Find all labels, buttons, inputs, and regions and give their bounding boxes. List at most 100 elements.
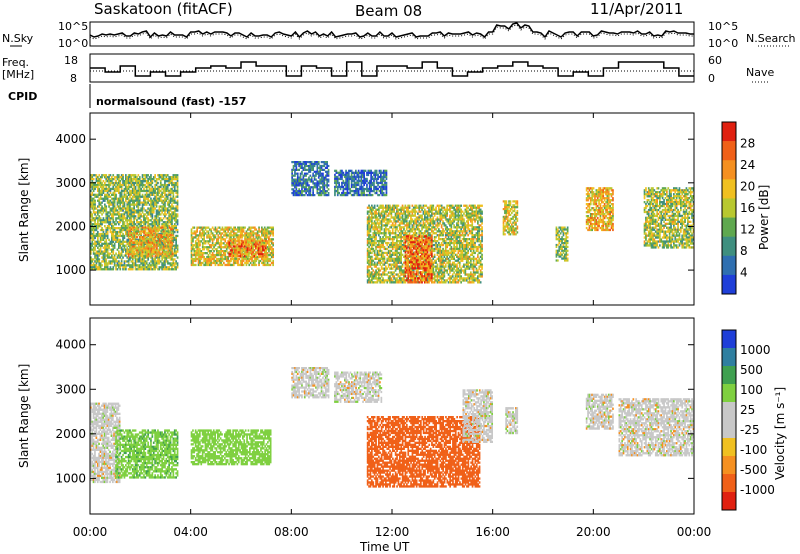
heat-cell [90, 221, 92, 224]
heat-cell [150, 178, 152, 181]
heat-cell [272, 261, 274, 265]
heat-cell [162, 256, 165, 259]
heat-cell [138, 197, 141, 200]
heat-cell [176, 250, 179, 253]
heat-cell [206, 246, 208, 249]
heat-cell [168, 230, 171, 233]
heat-cell [193, 248, 196, 251]
heat-cell [134, 195, 137, 198]
heat-cell [95, 207, 98, 210]
heat-cell [175, 236, 177, 240]
heat-cell [101, 187, 103, 191]
heat-cell [203, 257, 205, 261]
heat-cell [161, 249, 164, 252]
heat-cell [130, 243, 133, 246]
heat-cell [101, 189, 103, 193]
heat-cell [171, 237, 174, 241]
heat-cell [155, 219, 158, 222]
heat-cell [92, 238, 95, 241]
heat-cell [105, 207, 108, 210]
heat-cell [216, 253, 218, 257]
heat-cell [136, 228, 138, 231]
heat-cell [206, 259, 208, 263]
heat-cell [201, 230, 204, 233]
heat-cell [147, 213, 149, 216]
heat-cell [125, 211, 127, 214]
heat-cell [236, 249, 239, 252]
heat-cell [269, 259, 272, 263]
heat-cell [211, 242, 214, 245]
heat-cell [151, 258, 154, 261]
heat-cell [105, 209, 108, 212]
heat-cell [141, 256, 144, 259]
heat-cell [218, 257, 221, 261]
heat-cell [161, 268, 163, 271]
heat-cell [122, 248, 124, 251]
heat-cell [171, 247, 174, 250]
heat-cell [357, 191, 360, 195]
heat-cell [157, 219, 159, 222]
heat-cell [159, 199, 162, 202]
heat-cell [242, 228, 245, 231]
heat-cell [145, 195, 148, 198]
heat-cell [122, 225, 124, 228]
heat-cell [147, 247, 150, 250]
heat-cell [214, 242, 217, 245]
heat-cell [120, 230, 123, 234]
heat-cell [143, 256, 145, 259]
heat-cell [104, 205, 106, 208]
heat-cell [164, 180, 166, 183]
heat-cell [376, 228, 379, 231]
heat-cell [138, 187, 141, 191]
heat-cell [106, 248, 109, 251]
heat-cell [155, 203, 158, 206]
heat-cell [94, 183, 96, 187]
heat-cell [150, 181, 152, 185]
heat-cell [192, 246, 194, 249]
heat-cell [99, 203, 102, 206]
heat-cell [151, 256, 154, 259]
heat-cell [154, 234, 157, 237]
heat-cell [194, 230, 197, 233]
heat-cell [261, 228, 263, 231]
heat-cell [262, 243, 264, 246]
heat-cell [218, 242, 221, 245]
heat-cell [130, 183, 133, 187]
heat-cell [147, 226, 150, 229]
heat-region [291, 161, 330, 197]
heat-cell [141, 258, 144, 261]
heat-cell [91, 264, 94, 267]
heat-cell [133, 176, 135, 179]
heat-cell [157, 249, 160, 252]
heat-cell [140, 228, 143, 231]
heat-cell [200, 232, 203, 235]
heat-cell [116, 197, 119, 200]
heat-cell [151, 178, 154, 181]
heat-cell [97, 176, 99, 179]
heat-cell [105, 230, 108, 234]
heat-cell [173, 209, 176, 212]
heat-cell [140, 215, 142, 218]
heat-cell [206, 257, 208, 261]
heat-cell [168, 203, 170, 206]
heat-cell [94, 201, 96, 204]
heat-cell [122, 264, 124, 267]
heat-cell [375, 265, 377, 268]
heat-cell [141, 253, 144, 256]
heat-cell [99, 185, 102, 189]
heat-cell [109, 268, 112, 271]
heat-cell [223, 252, 225, 255]
heat-cell [119, 262, 122, 265]
heat-cell [168, 239, 171, 242]
heat-cell [106, 187, 109, 191]
heat-cell [194, 236, 197, 239]
nsky-label: N.Sky [2, 32, 34, 45]
heat-cell [197, 226, 200, 229]
heat-cell [132, 255, 134, 258]
heat-cell [109, 174, 112, 177]
heat-cell [217, 234, 220, 237]
heat-cell [125, 244, 127, 247]
heat-cell [397, 204, 400, 207]
heat-cell [140, 225, 142, 228]
heat-cell [157, 236, 160, 239]
